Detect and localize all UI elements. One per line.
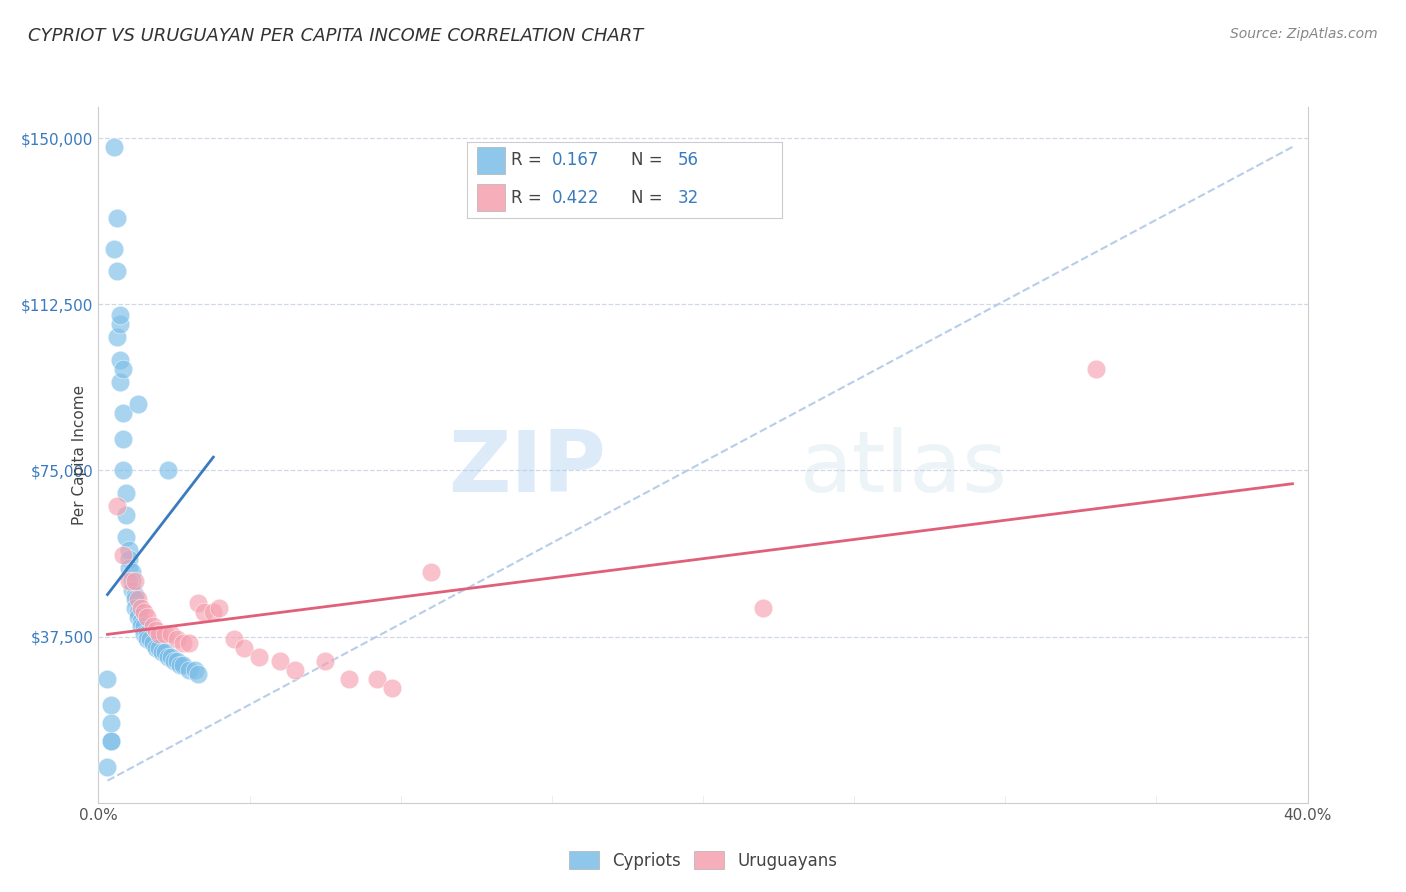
Point <box>269 654 291 668</box>
Point <box>118 574 141 589</box>
Point <box>132 618 155 632</box>
Point <box>156 649 179 664</box>
Point <box>148 640 170 655</box>
Point <box>129 600 152 615</box>
Point <box>108 309 131 323</box>
Point <box>96 672 118 686</box>
Point <box>132 605 155 619</box>
Point <box>114 485 136 500</box>
Point <box>163 654 186 668</box>
Legend: Cypriots, Uruguayans: Cypriots, Uruguayans <box>561 843 845 878</box>
Point <box>142 618 165 632</box>
Point <box>247 649 270 664</box>
Point <box>153 645 176 659</box>
Point <box>184 663 207 677</box>
Point <box>135 609 157 624</box>
Point <box>145 640 167 655</box>
Text: Source: ZipAtlas.com: Source: ZipAtlas.com <box>1230 27 1378 41</box>
Point <box>187 596 209 610</box>
Point <box>284 663 307 677</box>
Point <box>156 463 179 477</box>
Point <box>224 632 246 646</box>
Point <box>103 242 125 256</box>
Point <box>169 658 191 673</box>
Point <box>160 649 183 664</box>
Point <box>105 330 128 344</box>
Point <box>124 600 146 615</box>
Point <box>124 574 146 589</box>
Point <box>139 632 162 646</box>
Point <box>111 433 134 447</box>
Point <box>337 672 360 686</box>
Point <box>148 627 170 641</box>
Point <box>111 361 134 376</box>
Point <box>124 587 146 601</box>
Point <box>145 623 167 637</box>
Point <box>314 654 336 668</box>
Point <box>103 140 125 154</box>
Point <box>100 733 122 747</box>
Point <box>105 211 128 225</box>
Point <box>166 632 188 646</box>
Point <box>105 499 128 513</box>
Point <box>121 574 143 589</box>
Point <box>111 463 134 477</box>
Point <box>208 600 231 615</box>
Point <box>111 548 134 562</box>
Point <box>96 760 118 774</box>
Point <box>366 672 388 686</box>
Point <box>114 508 136 522</box>
Point <box>127 605 149 619</box>
Point <box>202 605 225 619</box>
Point <box>105 264 128 278</box>
Point <box>121 566 143 580</box>
Text: atlas: atlas <box>800 427 1008 510</box>
Point <box>114 530 136 544</box>
Point <box>166 654 188 668</box>
Point <box>118 543 141 558</box>
Point <box>100 716 122 731</box>
Point <box>172 658 194 673</box>
Point <box>752 600 775 615</box>
Point <box>132 627 155 641</box>
Point <box>172 636 194 650</box>
Point <box>150 645 173 659</box>
Point <box>100 698 122 713</box>
Point <box>135 627 157 641</box>
Point <box>179 636 201 650</box>
Point <box>124 591 146 606</box>
Point <box>127 591 149 606</box>
Point <box>1085 361 1108 376</box>
Point <box>232 640 254 655</box>
Point <box>381 681 404 695</box>
Y-axis label: Per Capita Income: Per Capita Income <box>72 384 87 525</box>
Point <box>121 583 143 598</box>
Point <box>127 609 149 624</box>
Point <box>153 627 176 641</box>
Point <box>118 561 141 575</box>
Point <box>129 614 152 628</box>
Text: CYPRIOT VS URUGUAYAN PER CAPITA INCOME CORRELATION CHART: CYPRIOT VS URUGUAYAN PER CAPITA INCOME C… <box>28 27 644 45</box>
Point <box>129 618 152 632</box>
Point <box>179 663 201 677</box>
Point <box>127 397 149 411</box>
Point <box>108 317 131 331</box>
Text: ZIP: ZIP <box>449 427 606 510</box>
Point <box>118 552 141 566</box>
Point <box>111 406 134 420</box>
Point <box>187 667 209 681</box>
Point <box>193 605 215 619</box>
Point <box>135 632 157 646</box>
Point <box>142 636 165 650</box>
Point <box>420 566 443 580</box>
Point <box>108 352 131 367</box>
Point <box>108 375 131 389</box>
Point <box>160 627 183 641</box>
Point <box>100 733 122 747</box>
